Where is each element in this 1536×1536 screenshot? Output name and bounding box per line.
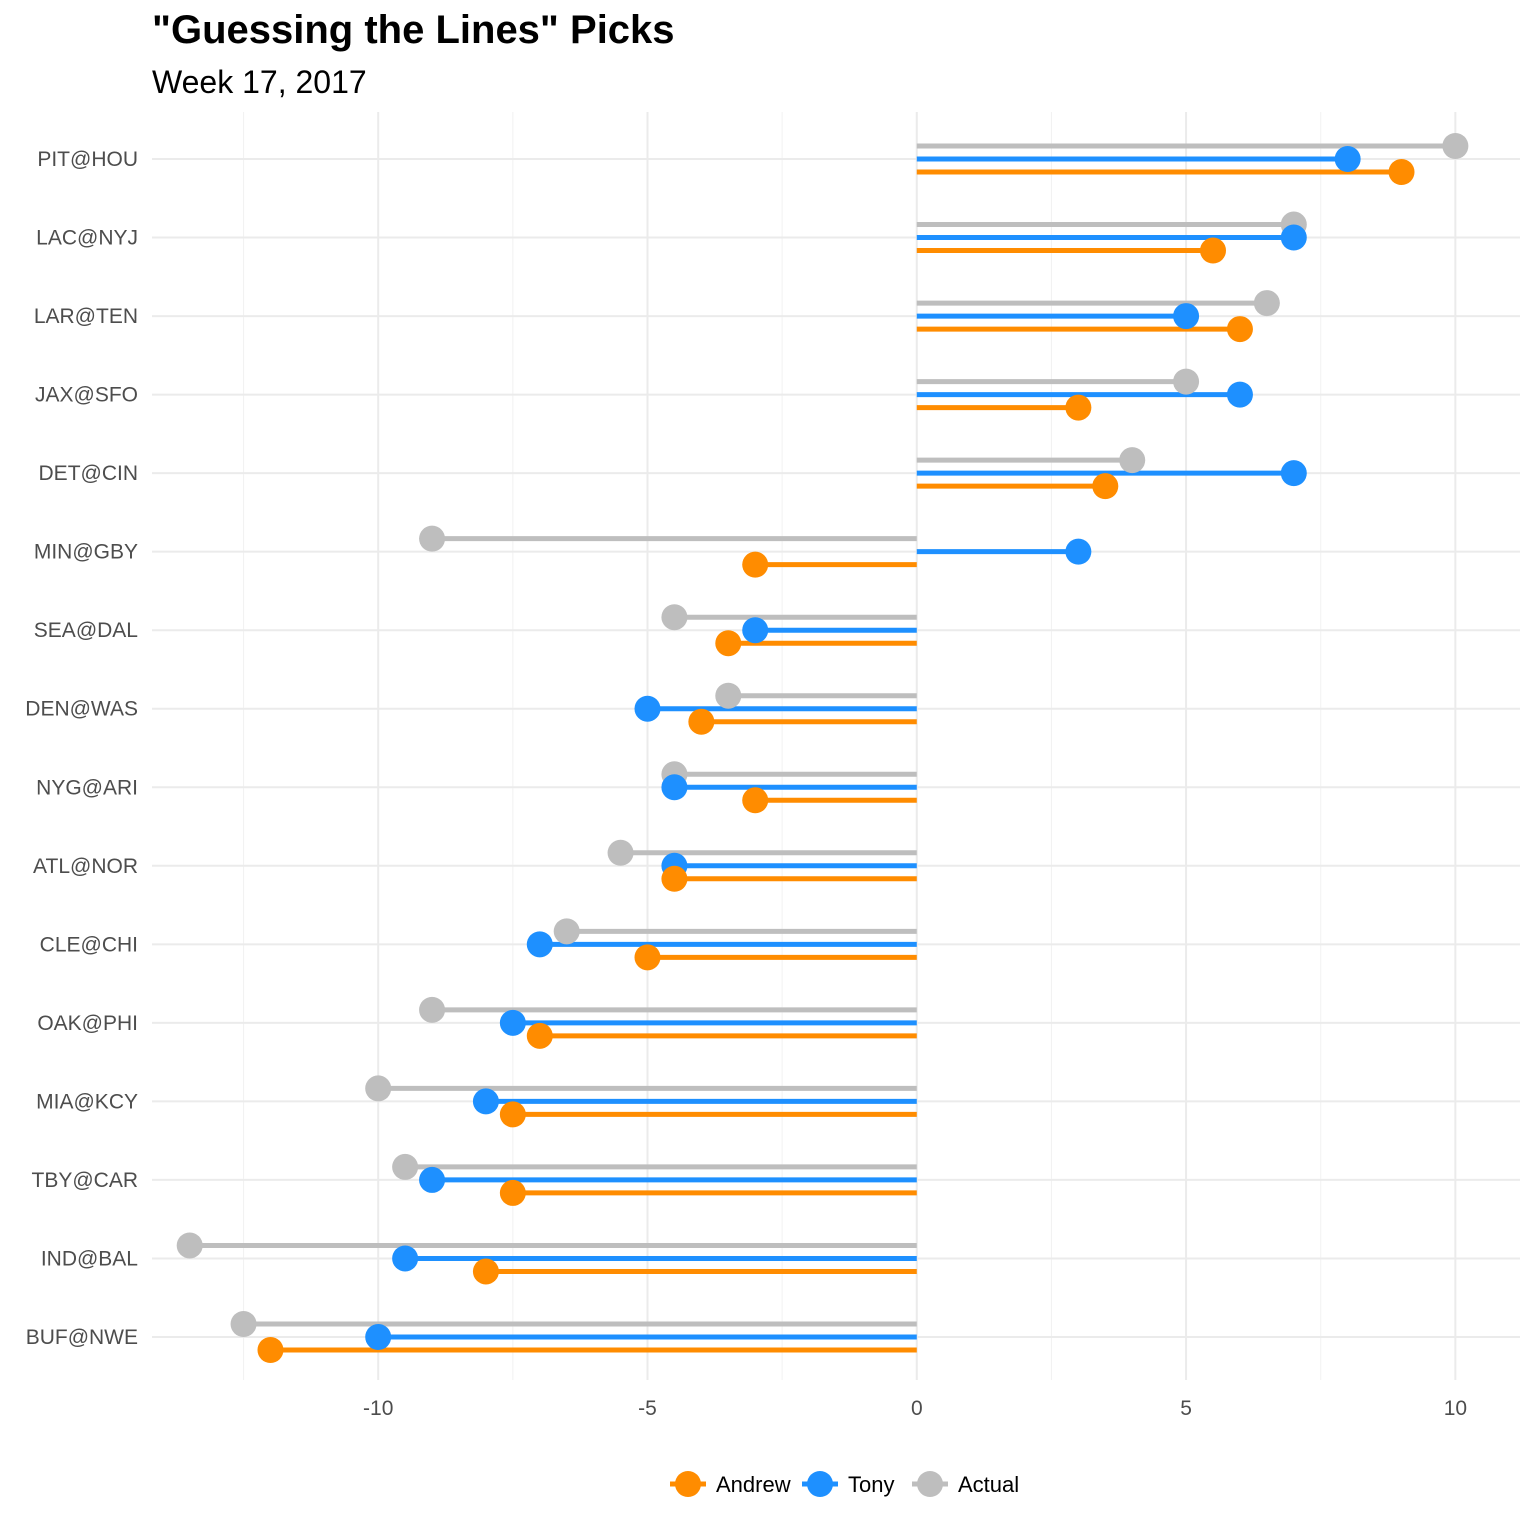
y-tick-label: MIA@KCY [36, 1090, 138, 1113]
y-tick-label: DET@CIN [39, 462, 138, 485]
actual-point [365, 1075, 392, 1102]
actual-point [1173, 368, 1200, 395]
tony-point [742, 617, 769, 644]
y-tick-label: LAC@NYJ [36, 227, 138, 250]
legend-key-point-andrew [675, 1471, 701, 1497]
x-tick-label: 5 [1180, 1397, 1192, 1420]
y-tick-label: BUF@NWE [26, 1326, 138, 1349]
andrew-point [634, 944, 661, 971]
andrew-point [1226, 316, 1253, 343]
tony-point [392, 1245, 419, 1272]
andrew-point [499, 1101, 526, 1128]
andrew-point [1092, 473, 1119, 500]
x-tick-label: 10 [1444, 1397, 1467, 1420]
y-tick-label: ATL@NOR [33, 855, 138, 878]
actual-point [176, 1232, 203, 1259]
y-tick-label: MIN@GBY [34, 541, 138, 564]
tony-point [1280, 460, 1307, 487]
actual-point [661, 604, 688, 631]
chart-subtitle: Week 17, 2017 [152, 64, 367, 100]
actual-point [419, 525, 446, 552]
legend-label-actual: Actual [958, 1472, 1019, 1497]
y-tick-label: TBY@CAR [32, 1169, 139, 1192]
actual-point [1253, 290, 1280, 317]
tony-point [1334, 146, 1361, 172]
andrew-point [742, 551, 769, 578]
andrew-point [742, 787, 769, 814]
actual-point [392, 1153, 419, 1180]
x-tick-label: -5 [638, 1397, 657, 1420]
actual-point [419, 996, 446, 1023]
y-tick-label: DEN@WAS [25, 698, 138, 721]
tony-point [526, 931, 553, 958]
y-tick-label: SEA@DAL [34, 619, 138, 642]
y-tick-label: IND@BAL [41, 1247, 138, 1270]
andrew-point [661, 865, 688, 892]
tony-point [1173, 303, 1200, 330]
y-tick-label: PIT@HOU [37, 148, 138, 171]
andrew-point [1200, 237, 1227, 264]
andrew-point [688, 708, 715, 735]
andrew-point [715, 630, 742, 657]
legend: Andrew Tony Actual [670, 1471, 1019, 1497]
tony-point [472, 1088, 499, 1115]
y-tick-label: NYG@ARI [36, 776, 138, 799]
tony-point [1226, 381, 1253, 408]
tony-point [634, 695, 661, 722]
y-axis-labels: PIT@HOU LAC@NYJ LAR@TEN JAX@SFO DET@CIN MIN@G… [25, 148, 138, 1349]
y-tick-label: LAR@TEN [34, 305, 138, 328]
y-tick-label: JAX@SFO [35, 384, 138, 407]
andrew-point [526, 1022, 553, 1049]
x-tick-label: 0 [911, 1397, 923, 1420]
andrew-point [1065, 394, 1092, 421]
chart-marks [176, 133, 1469, 1363]
actual-point [1119, 447, 1146, 474]
andrew-point [257, 1337, 284, 1363]
y-tick-label: CLE@CHI [40, 933, 138, 956]
x-axis-labels: -10 -5 0 5 10 [363, 1397, 1467, 1420]
actual-point [553, 918, 580, 945]
x-tick-label: -10 [363, 1397, 393, 1420]
legend-key-point-tony [807, 1471, 833, 1497]
andrew-point [1388, 159, 1415, 185]
andrew-point [472, 1258, 499, 1285]
y-tick-label: OAK@PHI [37, 1012, 138, 1035]
actual-point [230, 1311, 257, 1337]
legend-key-point-actual [917, 1471, 943, 1497]
actual-point [607, 839, 634, 866]
tony-point [1280, 224, 1307, 251]
legend-label-andrew: Andrew [716, 1472, 791, 1497]
tony-point [365, 1324, 392, 1350]
tony-point [1065, 538, 1092, 565]
chart-title: "Guessing the Lines" Picks [152, 8, 675, 52]
tony-point [499, 1009, 526, 1036]
tony-point [661, 774, 688, 801]
legend-label-tony: Tony [848, 1472, 894, 1497]
actual-point [1442, 133, 1469, 159]
andrew-point [499, 1179, 526, 1206]
grid-lines [152, 112, 1520, 1380]
actual-point [715, 682, 742, 709]
tony-point [419, 1166, 446, 1193]
